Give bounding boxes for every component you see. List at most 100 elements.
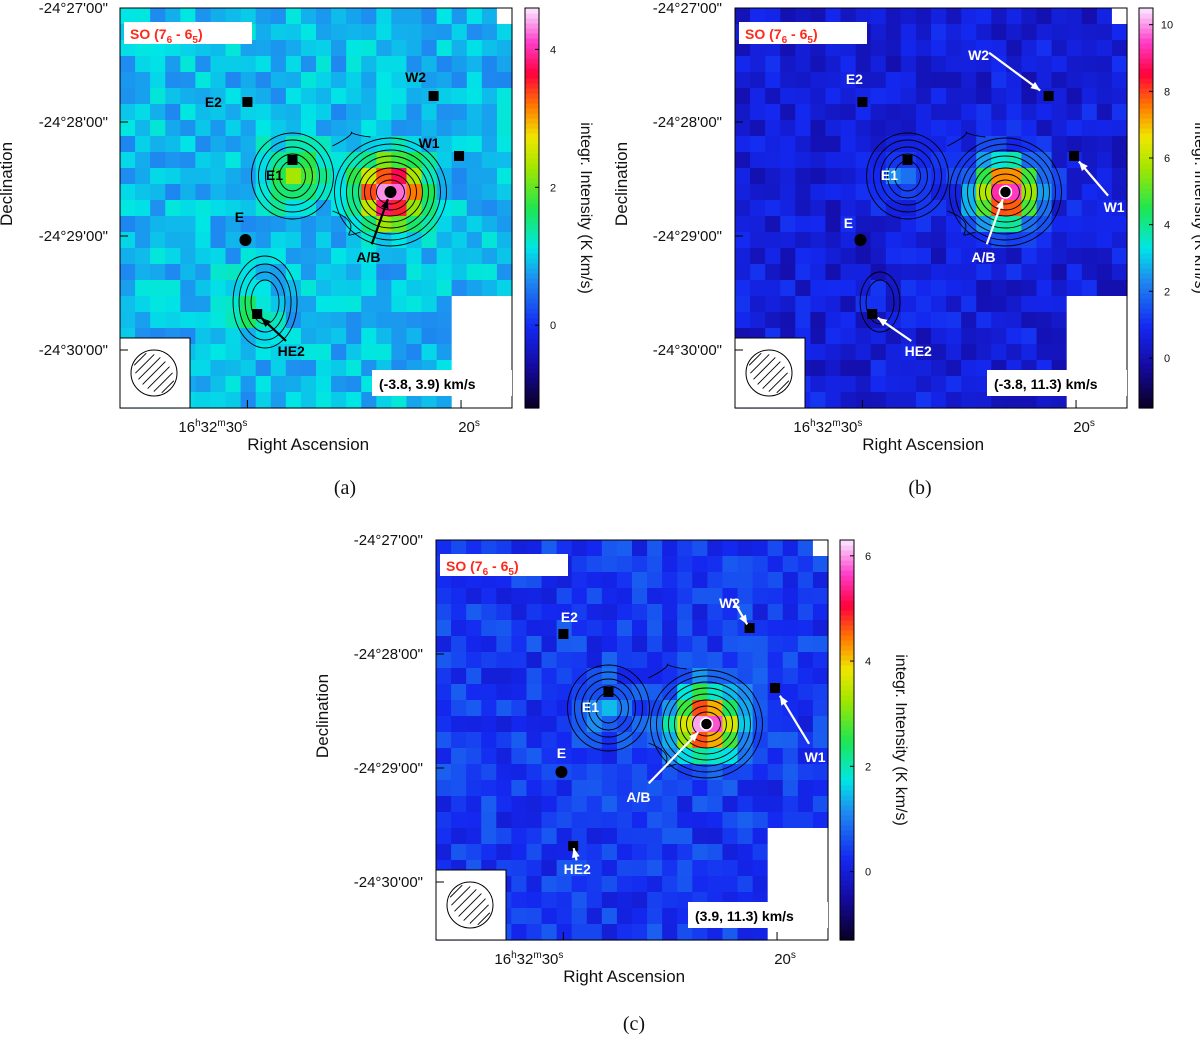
map-cell: [1081, 312, 1098, 329]
x-tick-part: s: [475, 418, 480, 429]
x-tick-part: 16: [178, 419, 195, 436]
map-cell: [1021, 296, 1038, 313]
map-cell: [662, 636, 678, 653]
colorbar-step: [1139, 73, 1153, 79]
map-cell: [1021, 40, 1038, 57]
map-cell: [812, 620, 829, 637]
colorbar-step: [525, 163, 539, 169]
colorbar-step: [1139, 258, 1153, 264]
map-cell: [677, 732, 693, 749]
map-cell: [511, 764, 528, 781]
map-cell: [946, 8, 962, 25]
title-box: [124, 22, 252, 44]
map-cell: [616, 892, 633, 909]
map-cell: [750, 72, 766, 89]
colorbar-step: [525, 88, 539, 94]
map-cell: [541, 780, 558, 797]
colorbar-step: [1139, 398, 1153, 404]
map-cell: [391, 88, 408, 105]
map-cell: [451, 296, 468, 313]
map-cell: [511, 844, 528, 861]
map-cell: [481, 168, 498, 185]
map-cell: [782, 556, 799, 573]
map-cell: [255, 392, 272, 409]
map-cell: [1036, 296, 1053, 313]
map-cell: [825, 344, 842, 361]
map-cell: [285, 56, 302, 73]
map-cell: [735, 152, 751, 169]
map-cell: [1096, 72, 1113, 89]
map-cell: [376, 392, 392, 409]
y-tick-label: -24°28'00": [39, 114, 108, 131]
map-cell: [797, 876, 814, 893]
map-cell: [825, 136, 842, 153]
map-cell: [797, 796, 814, 813]
map-cell: [1006, 88, 1023, 105]
map-cell: [782, 652, 799, 669]
map-cell: [406, 8, 423, 25]
map-cell: [451, 328, 468, 345]
map-cell: [931, 24, 947, 41]
colorbar-step: [840, 920, 854, 926]
map-cell: [210, 104, 227, 121]
arrow-head: [1030, 81, 1041, 91]
map-cell: [391, 24, 408, 41]
map-cell: [946, 56, 962, 73]
map-cell: [840, 136, 857, 153]
x-tick-part: 30: [841, 419, 858, 436]
map-cell: [1021, 344, 1038, 361]
source-label: HE2: [278, 343, 305, 359]
map-cell: [1036, 216, 1053, 233]
colorbar-step: [840, 540, 854, 546]
map-cell: [737, 588, 754, 605]
contour-ab: [656, 675, 757, 773]
contour-ab: [949, 137, 1062, 247]
colorbar-tick-label: 4: [1164, 220, 1170, 232]
map-cell: [752, 540, 769, 557]
map-cell: [812, 860, 829, 877]
colorbar-step: [1139, 43, 1153, 49]
map-cell: [795, 152, 811, 169]
map-cell: [195, 360, 212, 377]
map-cell: [331, 216, 347, 233]
map-cell: [632, 588, 648, 605]
map-cell: [346, 344, 362, 361]
map-cell: [481, 280, 498, 297]
map-cell: [1111, 72, 1128, 89]
map-cell: [735, 312, 751, 329]
map-cell: [240, 40, 257, 57]
map-cell: [782, 636, 799, 653]
map-cell: [240, 376, 257, 393]
map-cell: [481, 392, 498, 409]
map-cell: [946, 344, 962, 361]
map-cell: [662, 780, 678, 797]
map-cell: [885, 72, 902, 89]
velocity-range: (3.9, 11.3) km/s: [695, 908, 794, 924]
map-cell: [451, 668, 467, 685]
map-cell: [285, 216, 302, 233]
beam-hatch: [451, 886, 471, 906]
map-cell: [436, 684, 452, 701]
map-cell: [1036, 184, 1053, 201]
map-cell: [795, 88, 811, 105]
colorbar-step: [1139, 28, 1153, 34]
map-cell: [270, 136, 287, 153]
map-cell: [780, 232, 796, 249]
map-cell: [946, 184, 962, 201]
map-cell: [331, 120, 347, 137]
map-cell: [931, 152, 947, 169]
map-cell: [586, 924, 603, 941]
map-cell: [481, 72, 498, 89]
map-cell: [586, 892, 603, 909]
map-cell: [1036, 24, 1053, 41]
colorbar-step: [840, 850, 854, 856]
map-cell: [376, 152, 392, 169]
map-cell: [421, 328, 438, 345]
map-cell: [300, 168, 317, 185]
map-cell: [931, 392, 947, 409]
map-cell: [270, 120, 287, 137]
map-cell: [451, 732, 467, 749]
map-cell: [421, 392, 438, 409]
map-cell: [707, 572, 724, 589]
map-cell: [225, 376, 242, 393]
